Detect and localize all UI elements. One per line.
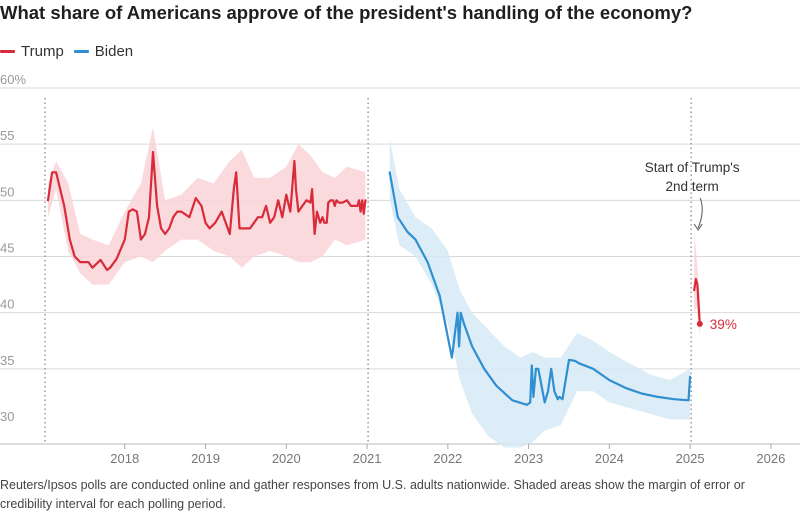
legend-swatch-trump bbox=[0, 50, 15, 53]
chart-title: What share of Americans approve of the p… bbox=[0, 2, 693, 23]
x-tick-label-2024: 2024 bbox=[595, 451, 624, 466]
y-tick-label-35: 35 bbox=[0, 353, 14, 368]
chart-footnote: Reuters/Ipsos polls are conducted online… bbox=[0, 478, 745, 511]
annotation-line-1: Start of Trump's bbox=[645, 160, 740, 175]
y-tick-label-45: 45 bbox=[0, 241, 14, 256]
y-tick-label-55: 55 bbox=[0, 128, 14, 143]
chart-legend: Trump Biden bbox=[0, 43, 143, 60]
legend-item-trump: Trump bbox=[0, 43, 64, 60]
x-tick-label-2023: 2023 bbox=[514, 451, 543, 466]
x-tick-label-2020: 2020 bbox=[272, 451, 301, 466]
annotation-arrowhead bbox=[693, 223, 703, 231]
y-tick-label-30: 30 bbox=[0, 409, 14, 424]
y-tick-label-40: 40 bbox=[0, 297, 14, 312]
x-tick-label-2019: 2019 bbox=[191, 451, 220, 466]
annotation-arrow bbox=[697, 197, 703, 229]
annotation-line-2: 2nd term bbox=[666, 179, 719, 194]
band-biden-2 bbox=[389, 138, 691, 448]
x-tick-label-2018: 2018 bbox=[110, 451, 139, 466]
series-line-trump-1 bbox=[693, 277, 701, 325]
legend-swatch-biden bbox=[73, 50, 89, 53]
legend-item-biden: Biden bbox=[73, 43, 134, 60]
legend-label-trump: Trump bbox=[21, 43, 64, 60]
chart-plot: 30 35 40 45 50 55 60% 2018 2019 2020 2021 2022 2023 2… bbox=[0, 72, 800, 466]
x-tick-label-2021: 2021 bbox=[353, 451, 382, 466]
end-value-label: 39% bbox=[710, 317, 737, 332]
end-point-marker bbox=[696, 320, 703, 327]
x-tick-label-2025: 2025 bbox=[676, 451, 705, 466]
y-tick-label-50: 50 bbox=[0, 184, 14, 199]
x-tick-label-2026: 2026 bbox=[756, 451, 785, 466]
series-line-trump-0 bbox=[46, 150, 367, 272]
legend-label-biden: Biden bbox=[94, 43, 134, 60]
y-tick-label-60: 60% bbox=[0, 72, 26, 87]
series-line-biden-0 bbox=[388, 171, 692, 406]
x-tick-label-2022: 2022 bbox=[433, 451, 462, 466]
band-trump-0 bbox=[48, 127, 366, 285]
